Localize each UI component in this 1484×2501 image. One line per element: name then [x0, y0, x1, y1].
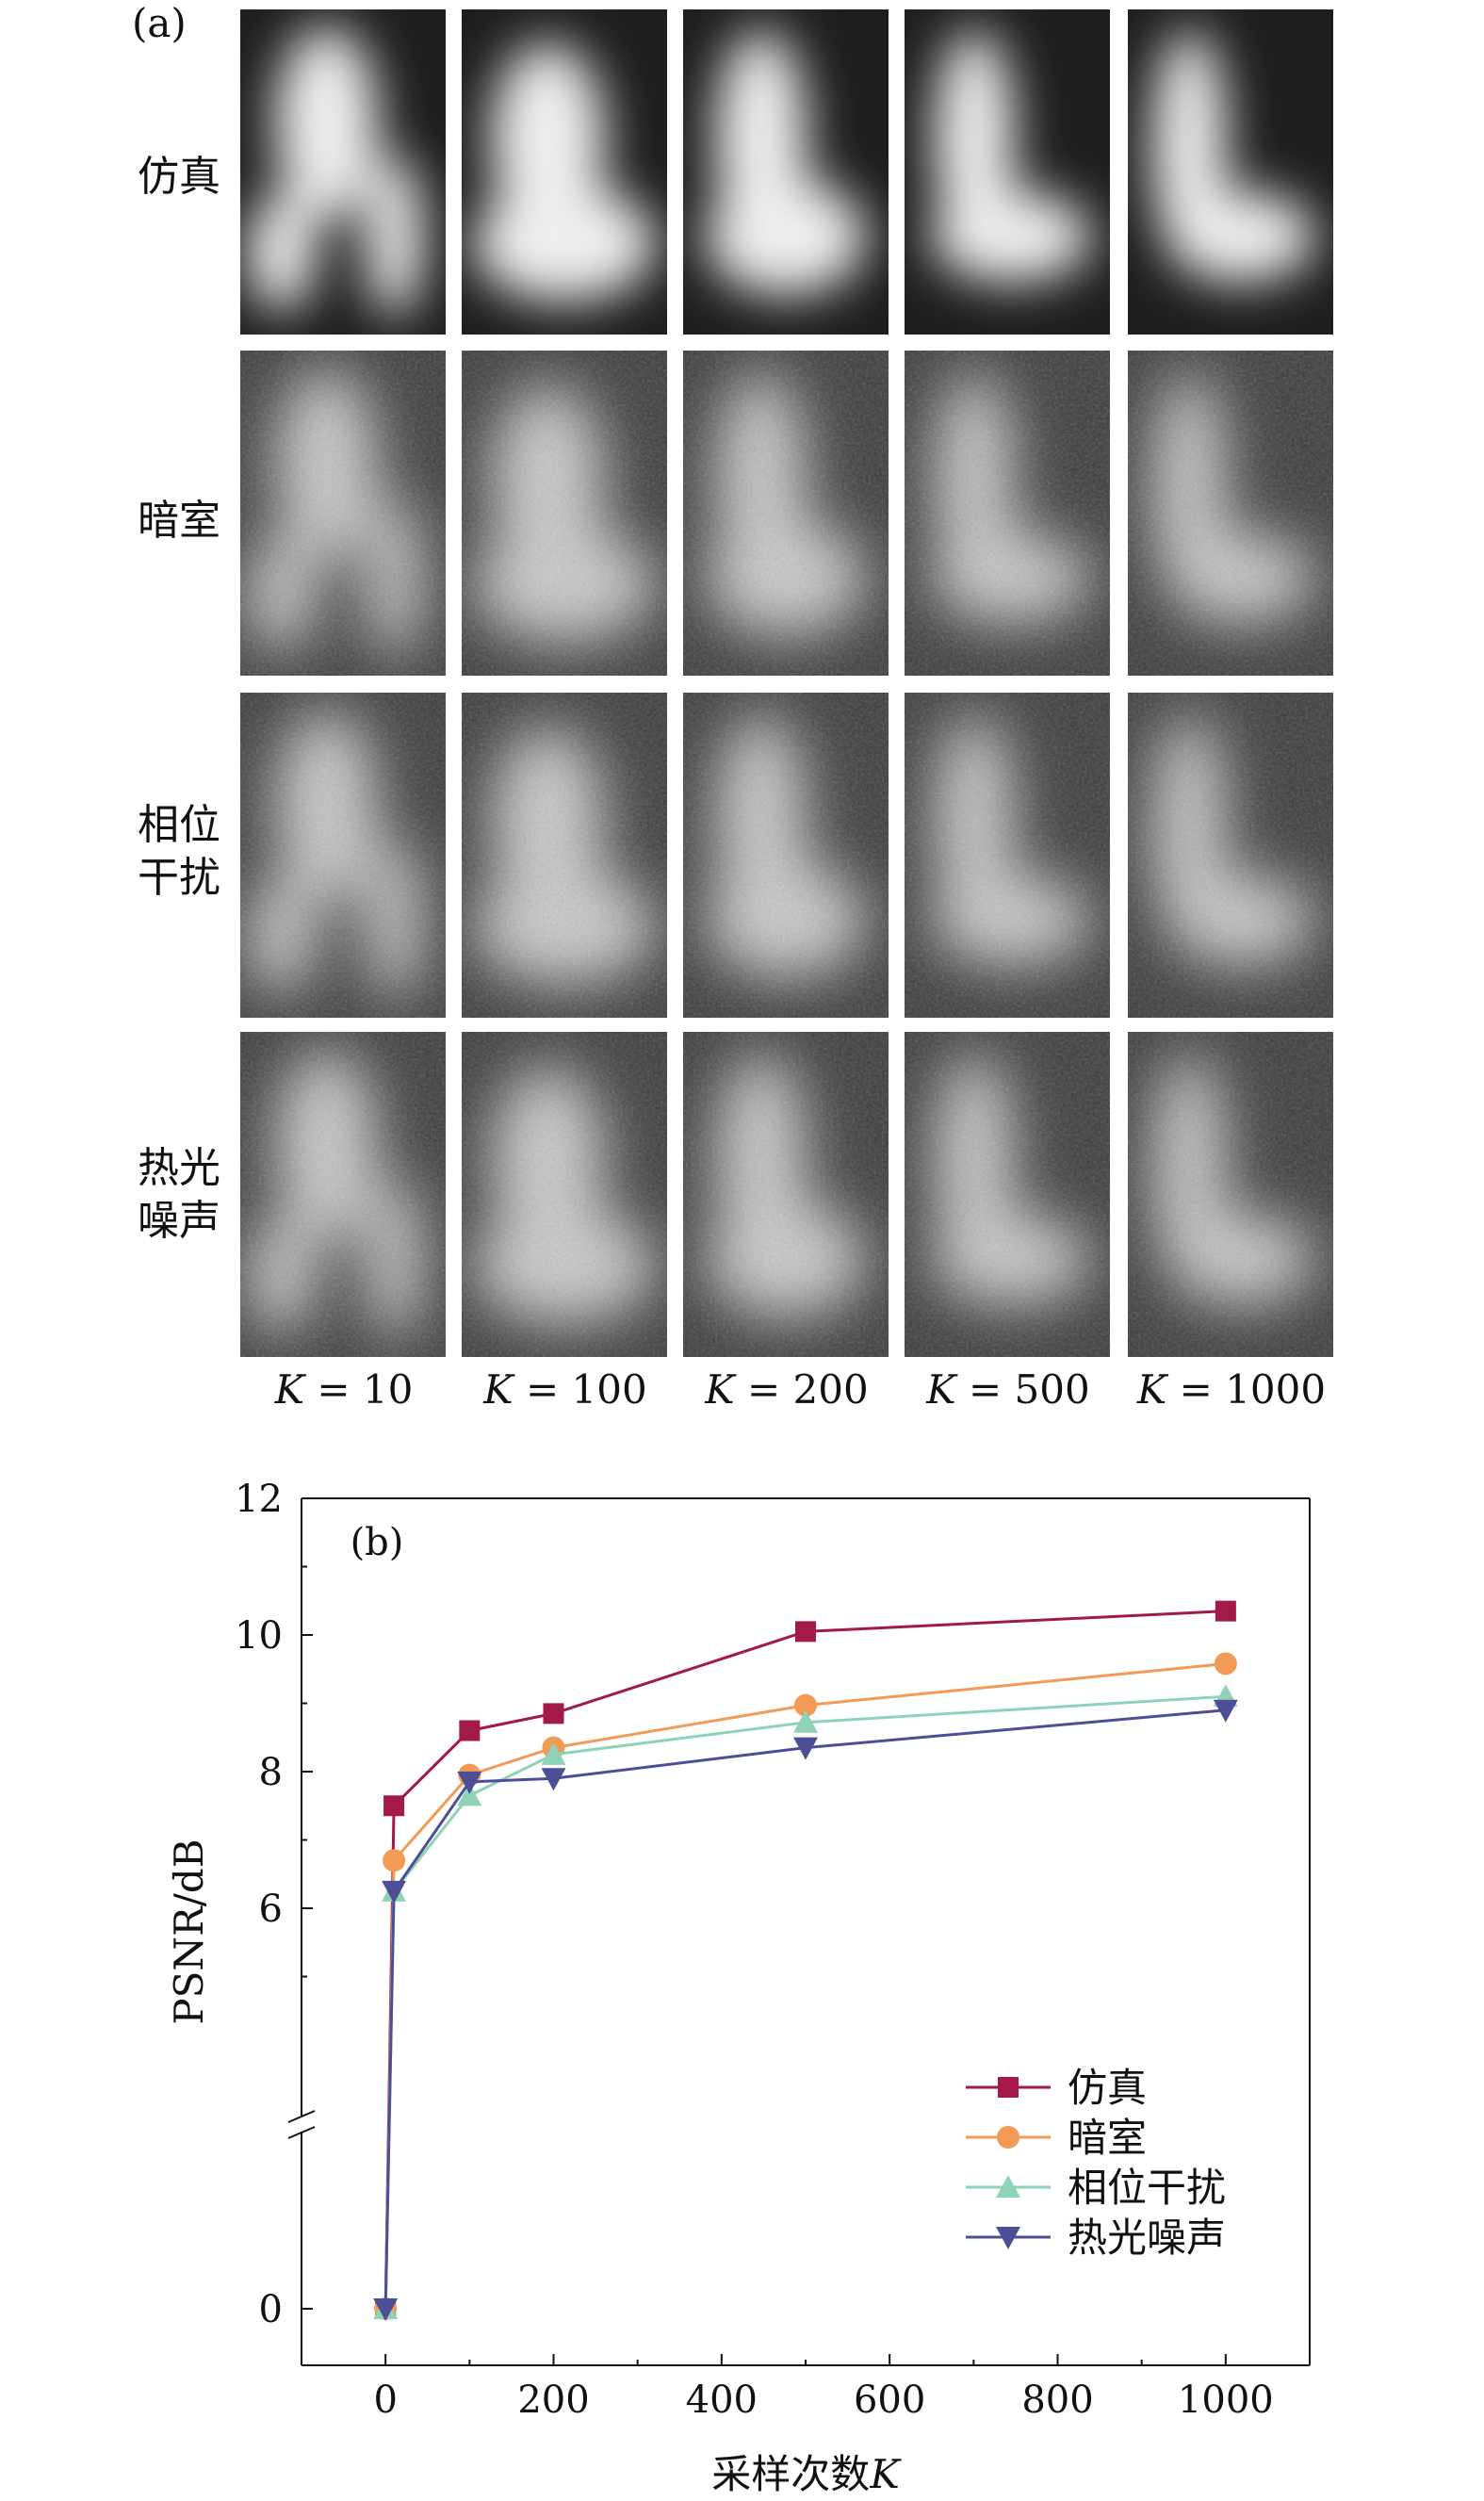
x-tick-label: 800: [1021, 2378, 1093, 2422]
data-point: [541, 1741, 566, 1765]
data-point: [457, 1783, 482, 1806]
legend-label: 相位干扰: [1068, 2165, 1226, 2211]
y-axis-break-mark: [287, 2110, 316, 2123]
row-label-thermal: 热光 噪声: [122, 1142, 236, 1248]
panel-b: 0 200 400 600 800 1000 6 8 10 12 0 (b) 采样次数K PSNR/dB 仿…: [0, 1451, 1484, 2497]
legend-label: 仿真: [1068, 2065, 1147, 2111]
x-axis-label-prefix: 采样次数: [711, 2451, 870, 2497]
data-point: [1215, 1600, 1236, 1622]
row-label-line: 噪声: [138, 1197, 220, 1245]
legend-marker: [996, 2227, 1020, 2249]
col-label-k1000: K = 1000: [1136, 1366, 1327, 1413]
col-label-k500: K = 500: [926, 1366, 1090, 1413]
row-label-line: 干扰: [138, 854, 220, 902]
data-point: [459, 1720, 481, 1741]
row-label-phase: 相位 干扰: [122, 799, 236, 905]
x-tick-label: 400: [686, 2378, 758, 2422]
y-axis-label: PSNR/dB: [166, 1839, 212, 2024]
row-label-line: 暗室: [138, 497, 220, 545]
panel-a: (a) 仿真 暗室 相位 干扰 热光 噪声 K = 10 K = 100 K =…: [122, 0, 1333, 1413]
series-line: [383, 1661, 1226, 2310]
panel-b-tag: (b): [351, 1521, 404, 1564]
panel-a-tag: (a): [132, 0, 187, 46]
row-label-line: 热光: [138, 1144, 220, 1192]
y-tick-label: 0: [259, 2288, 283, 2331]
data-point: [543, 1703, 564, 1725]
y-tick-label: 10: [235, 1614, 283, 1658]
reconstruction-image: [240, 351, 446, 676]
reconstruction-image: [462, 351, 667, 676]
col-label-k10: K = 10: [274, 1366, 414, 1413]
data-point: [457, 1771, 482, 1794]
col-label-k200: K = 200: [705, 1366, 869, 1413]
reconstruction-image: [683, 1032, 889, 1357]
reconstruction-image: [1128, 351, 1333, 676]
data-point: [373, 2298, 399, 2321]
legend-marker: [997, 2126, 1019, 2149]
reconstruction-image: [1128, 1032, 1333, 1357]
data-point: [1213, 1699, 1238, 1723]
reconstruction-image: [683, 693, 889, 1018]
y-axis-break-mark: [287, 2126, 316, 2139]
reconstruction-image: [905, 9, 1110, 335]
data-point: [541, 1768, 566, 1791]
reconstruction-image: [905, 1032, 1110, 1357]
reconstruction-image: [905, 351, 1110, 676]
data-point: [794, 1693, 817, 1717]
y-tick-label: 6: [259, 1888, 283, 1931]
col-label-k100: K = 100: [483, 1366, 647, 1413]
reconstruction-image: [462, 9, 667, 335]
reconstruction-image: [905, 693, 1110, 1018]
series-line: [383, 1708, 1226, 2310]
data-point: [793, 1709, 818, 1733]
legend-marker: [996, 2175, 1020, 2198]
y-tick-label: 8: [259, 1751, 283, 1794]
data-point: [382, 1880, 407, 1904]
reconstruction-image: [1128, 693, 1333, 1018]
data-point: [793, 1737, 818, 1760]
reconstruction-image: [462, 1032, 667, 1357]
y-tick-label: 12: [235, 1478, 283, 1521]
legend-marker: [998, 2077, 1019, 2098]
reconstruction-image: [1128, 9, 1333, 335]
data-point: [795, 1621, 816, 1643]
reconstruction-image: [240, 1032, 446, 1357]
row-label-line: 相位: [138, 801, 220, 849]
data-point: [1214, 1652, 1237, 1676]
reconstruction-image: [240, 9, 446, 335]
reconstruction-image: [683, 351, 889, 676]
x-tick-label: 200: [517, 2378, 589, 2422]
x-tick-label: 600: [854, 2378, 925, 2422]
legend-label: 热光噪声: [1068, 2215, 1226, 2261]
x-axis-label: 采样次数K: [711, 2451, 902, 2497]
data-point: [383, 1849, 406, 1872]
legend-label: 暗室: [1068, 2115, 1147, 2161]
reconstruction-image: [462, 693, 667, 1018]
row-label-darkroom: 暗室: [122, 495, 236, 548]
reconstruction-image: [683, 9, 889, 335]
row-label-line: 仿真: [138, 153, 220, 201]
psnr-chart: 0 200 400 600 800 1000 6 8 10 12 0 (b) 采样次数K PSNR/dB 仿…: [166, 1478, 1311, 2497]
reconstruction-image: [240, 693, 446, 1018]
x-tick-label: 1000: [1178, 2378, 1274, 2422]
x-axis-label-variable: K: [869, 2451, 902, 2497]
row-label-simulation: 仿真: [122, 151, 236, 204]
data-point: [383, 1795, 405, 1817]
x-tick-label: 0: [373, 2378, 397, 2422]
